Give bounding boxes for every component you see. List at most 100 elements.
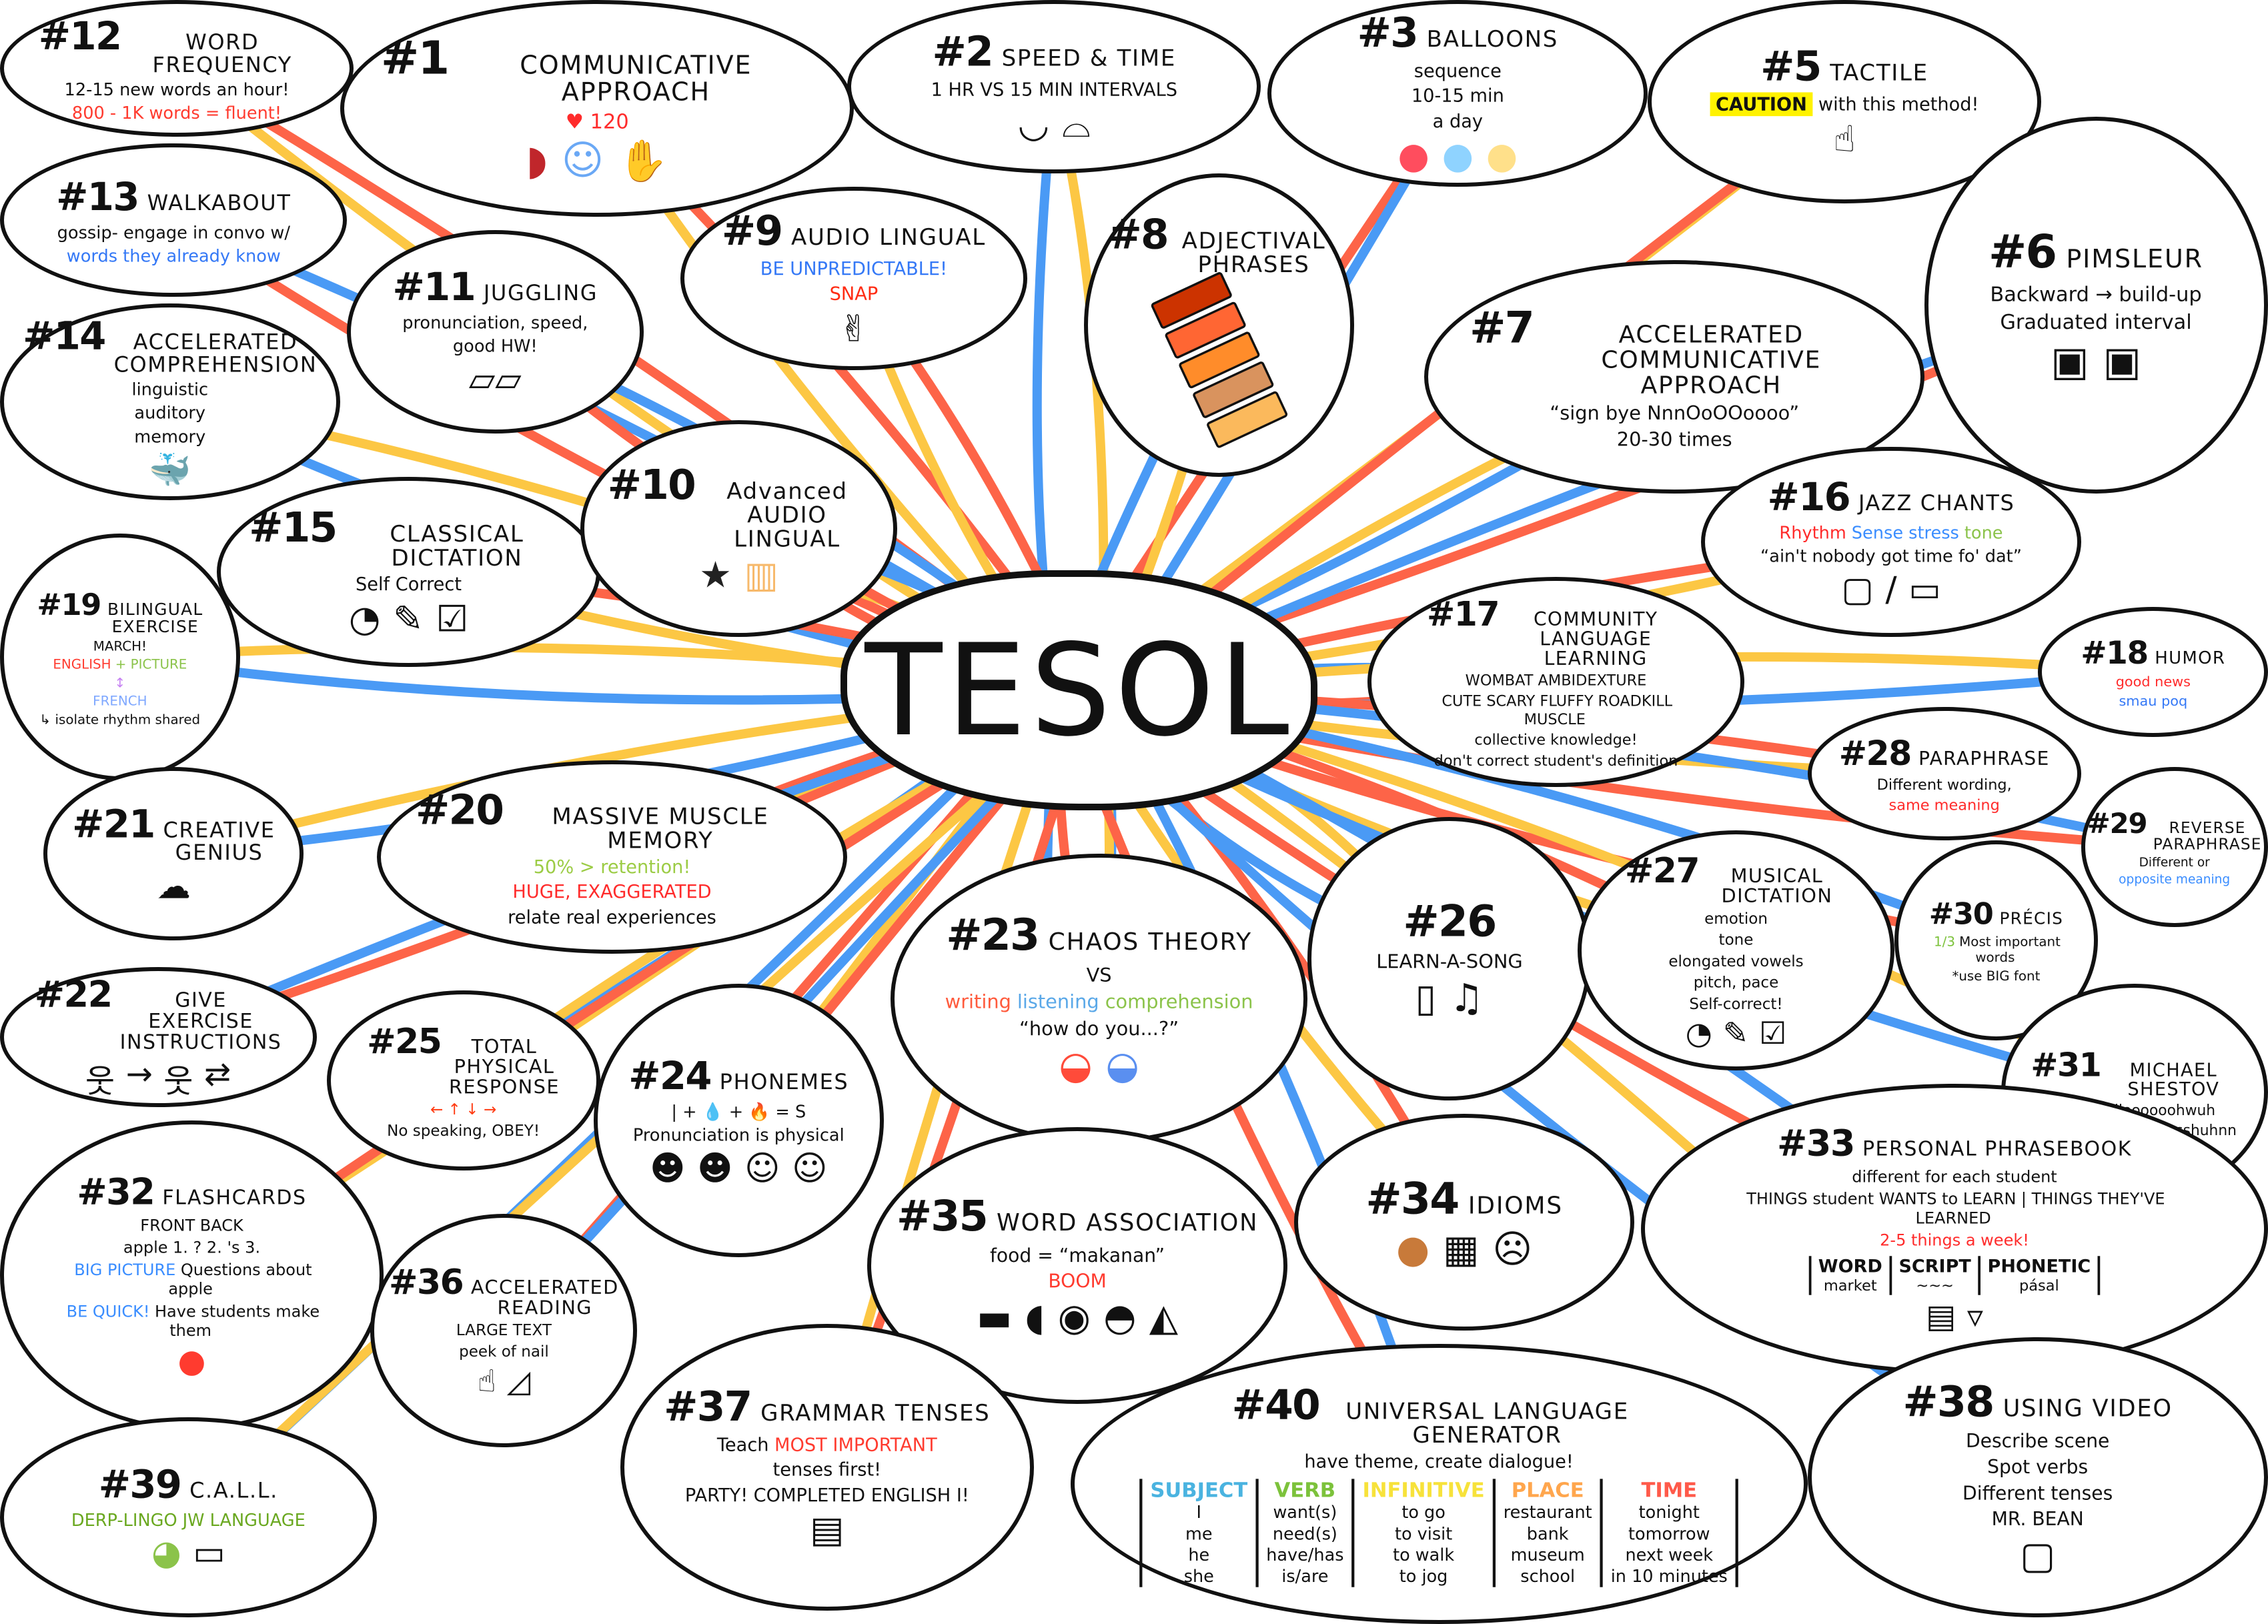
text-segment: 50% > retention!: [533, 856, 691, 878]
method-number: #34: [1365, 1172, 1460, 1224]
method-number: #38: [1902, 1377, 1995, 1427]
method-bubble-30: #30 PRÉCIS 1/3 Most important words *use BIG…: [1894, 840, 2098, 1040]
bubble-text-line: tone: [1716, 930, 1756, 949]
text-segment: opposite meaning: [2119, 872, 2231, 887]
method-title: ADJECTIVAL PHRASES: [1181, 227, 1326, 278]
table-column: PLACE restaurant bank museum school: [1492, 1479, 1600, 1587]
bubble-content: #17 COMMUNITY LANGUAGE LEARNING WOMBAT AMB…: [1427, 594, 1685, 769]
arrow-right-icon: →: [126, 1055, 153, 1092]
text-segment: SNAP: [829, 283, 879, 305]
method-bubble-38: #38 USING VIDEO Describe scene Spot verbs Di…: [1808, 1337, 2268, 1617]
table-cell: tomorrow: [1628, 1524, 1710, 1544]
text-segment: VS: [980, 78, 1004, 101]
beer-mug-icon: ▥: [744, 554, 778, 597]
text-segment: Teach: [717, 1434, 769, 1456]
bubble-text-line: Self Correct: [353, 573, 465, 595]
owl-icon: ◕: [151, 1533, 181, 1573]
method-title: COMMUNITY LANGUAGE LEARNING: [1533, 608, 1658, 670]
method-number: #9: [722, 207, 783, 255]
bubble-heading: #35 WORD ASSOCIATION: [897, 1191, 1258, 1241]
method-number: #31: [2031, 1045, 2101, 1084]
method-title: MUSICAL DICTATION: [1721, 864, 1833, 907]
laptop-icon: ▭: [193, 1533, 225, 1573]
bubble-text-line: VS: [1083, 964, 1115, 987]
method-title: PHONEMES: [719, 1069, 849, 1094]
text-segment: 12-15 new words an hour!: [64, 79, 290, 99]
bubble-heading: #15 CLASSICAL DICTATION: [249, 504, 568, 570]
bubble-text-line: writing listening comprehension: [942, 990, 1256, 1014]
table-cell: school: [1520, 1566, 1576, 1587]
bubble-heading: #14 ACCELERATED COMPREHENSION: [23, 313, 317, 376]
bubble-content: #10 Advanced AUDIO LINGUAL ★ ▥: [608, 461, 871, 596]
bubble-content: #8 ADJECTIVAL PHRASES: [1107, 210, 1330, 450]
bubble-text-line: 1 HR VS 15 MIN INTERVALS: [928, 79, 1180, 101]
finger-icon: ☝: [477, 1363, 496, 1399]
method-number: #2: [932, 27, 993, 75]
bubble-illustrations: 🐳: [149, 450, 191, 490]
bubble-content: #19 BILINGUAL EXERCISE MARCH! ENGLISH + PICT…: [37, 587, 203, 727]
table-header: PLACE: [1512, 1479, 1585, 1503]
method-number: #17: [1426, 594, 1500, 634]
method-bubble-16: #16 JAZZ CHANTS Rhythm Sense stress tone “ain'…: [1701, 447, 2081, 637]
bubble-heading: #36 ACCELERATED READING: [389, 1262, 619, 1318]
color-gradient-swatches: [1149, 271, 1289, 450]
table-cell: pásal: [2019, 1277, 2059, 1295]
method-number: #27: [1624, 850, 1700, 890]
landscape-picture-icon: ▣: [2103, 338, 2142, 385]
bubble-text-line: 1/3 Most important words: [1929, 934, 2063, 966]
bubble-text-line: MARCH!: [91, 638, 149, 654]
bubble-content: #37 GRAMMAR TENSES Teach MOST IMPORTANT tens…: [664, 1383, 990, 1552]
ear-icon: ◔: [348, 598, 381, 641]
method-number: #18: [2081, 634, 2149, 671]
method-bubble-8: #8 ADJECTIVAL PHRASES: [1084, 173, 1354, 477]
text-segment: CUTE SCARY FLUFFY: [1442, 692, 1594, 710]
bread-icon: ▢: [1841, 570, 1874, 610]
bubble-illustrations: ☻ ☻ ☺ ☺: [650, 1148, 827, 1188]
table-cell: to visit: [1395, 1524, 1453, 1544]
text-segment: Pronunciation is physical: [633, 1124, 844, 1145]
table-cell: to walk: [1393, 1545, 1455, 1565]
bubble-content: #36 ACCELERATED READING LARGE TEXT peek of …: [389, 1262, 619, 1399]
method-number: #32: [77, 1170, 155, 1213]
method-number: #14: [23, 313, 106, 359]
method-number: #20: [415, 786, 504, 834]
bubble-text-line: don't correct student's definition: [1432, 752, 1680, 770]
bubble-content: #39 C.A.L.L. DERP-LINGO JW LANGUAGE ◕ ▭: [69, 1462, 308, 1573]
text-segment: VS: [1086, 963, 1112, 986]
table-cell: to go: [1401, 1503, 1446, 1523]
bubble-text-line: FRENCH: [91, 693, 149, 709]
method-title: C.A.L.L.: [189, 1478, 279, 1503]
method-number: #28: [1839, 733, 1912, 773]
bubble-text-line: good news: [2113, 674, 2193, 690]
method-bubble-37: #37 GRAMMAR TENSES Teach MOST IMPORTANT tens…: [620, 1324, 1034, 1611]
method-title: PARAPHRASE: [1918, 748, 2050, 770]
method-title: USING VIDEO: [2003, 1395, 2173, 1423]
text-segment: words they already know: [66, 245, 281, 266]
method-title: COMMUNICATIVE APPROACH: [520, 51, 752, 107]
scalloped-chart-icon: ⌓: [1061, 103, 1091, 146]
text-segment: peek of nail: [458, 1342, 549, 1361]
text-segment: 1. ? 2. 's 3.: [173, 1238, 261, 1257]
method-title: REVERSE PARAPHRASE: [2153, 819, 2262, 854]
bubble-text-line: CAUTION with this method!: [1707, 92, 1981, 117]
bubble-content: #27 MUSICAL DICTATION emotion tone elongated…: [1625, 850, 1847, 1051]
page-flip-icon: ◿: [506, 1363, 530, 1399]
bubble-text-line: CUTE SCARY FLUFFY ROADKILL MUSCLE: [1427, 692, 1685, 728]
certificate-icon: ▤: [810, 1509, 844, 1552]
bubble-illustrations: ▬ ◖ ◉ ◓ ◭: [977, 1297, 1178, 1340]
bubble-text-line: 10-15 min: [1408, 85, 1506, 107]
bubble-text-line: ↳ isolate rhythm shared: [38, 711, 203, 727]
bubble-heading: #10 Advanced AUDIO LINGUAL: [608, 461, 871, 551]
sticky-notes-icon: ▱▱: [469, 359, 522, 399]
table-column: SCRIPT ~~~: [1889, 1256, 1978, 1296]
bubble-text-line: LARGE TEXT: [454, 1321, 554, 1340]
table-column: VERB want(s) need(s) have/has is/are: [1255, 1479, 1351, 1587]
text-segment: ♥ 120: [565, 109, 629, 134]
method-bubble-27: #27 MUSICAL DICTATION emotion tone elongated…: [1578, 830, 1894, 1070]
central-topic-label: TESOL: [865, 616, 1293, 764]
bubble-text-line: PARTY! COMPLETED ENGLISH I!: [682, 1485, 972, 1507]
text-segment: BIG PICTURE: [74, 1260, 176, 1280]
table-header: SUBJECT: [1150, 1479, 1248, 1503]
bubble-content: #9 AUDIO LINGUAL BE UNPREDICTABLE! SNAP ✌: [722, 207, 986, 350]
method-bubble-15: #15 CLASSICAL DICTATION Self Correct ◔ ✎ ☑: [217, 477, 600, 667]
